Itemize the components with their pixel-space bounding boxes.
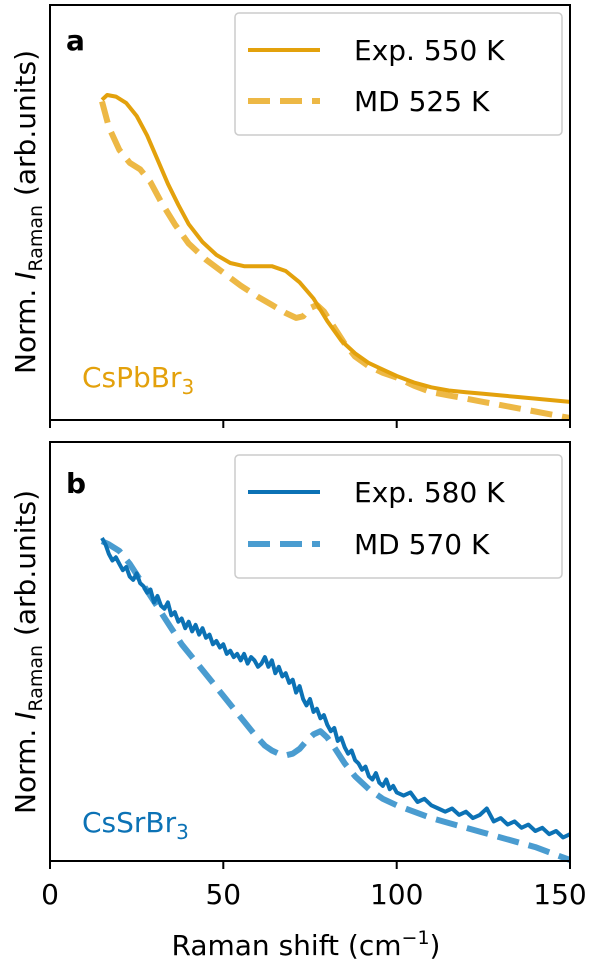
panel-b-label: b (66, 467, 86, 500)
panel-b-x-tick-label: 150 (533, 878, 586, 911)
panel-b-x-tick-label: 100 (370, 878, 423, 911)
panel-b-series-md-line (100, 538, 572, 863)
panel-a-curves (99, 93, 571, 421)
panel-a-axes-frame (49, 4, 571, 421)
panel-b-curves (100, 537, 572, 863)
panel-a-y-axis-title: Norm. IRaman (arb.units) (9, 50, 47, 374)
panel-b-legend-label-md: MD 570 K (354, 528, 490, 561)
panel-a-legend: Exp. 550 K MD 525 K (234, 12, 563, 136)
panel-a: a Norm. IRaman (arb.units) Exp. 550 K MD… (9, 4, 571, 428)
panel-a-legend-label-exp: Exp. 550 K (354, 34, 505, 67)
panel-a-legend-box (234, 12, 563, 136)
panel-b-y-axis-title: Norm. IRaman (arb.units) (9, 490, 47, 814)
panel-a-material-label: CsPbBr3 (82, 361, 194, 399)
panel-b-axes-frame (49, 441, 571, 862)
panel-b-legend: Exp. 580 K MD 570 K (234, 454, 563, 579)
panel-a-legend-label-md: MD 525 K (354, 85, 490, 118)
panel-a-x-ticks (49, 420, 571, 428)
panel-b-legend-label-exp: Exp. 580 K (354, 476, 505, 509)
panel-b-series-exp-line (100, 537, 571, 840)
x-axis-title: Raman shift (cm−1) (172, 927, 441, 962)
panel-b-legend-box (234, 454, 563, 579)
panel-a-label: a (66, 24, 85, 57)
panel-a-series-md-line (99, 100, 571, 421)
panel-b-x-ticks (49, 861, 571, 869)
panel-b-x-tick-label: 50 (205, 878, 241, 911)
panel-b-material-label: CsSrBr3 (82, 806, 189, 844)
panel-b: 0 50 100 150 Raman shift (cm−1) b Norm. … (9, 441, 587, 962)
panel-a-series-exp-line (100, 93, 571, 404)
panel-b-x-tick-label: 0 (41, 878, 59, 911)
